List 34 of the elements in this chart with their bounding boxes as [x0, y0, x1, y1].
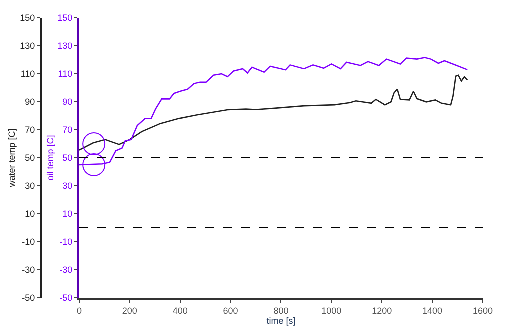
x-axis-title: time [s]	[266, 316, 296, 326]
x-tick-label: 600	[223, 306, 238, 316]
y2-tick-label: 70	[62, 125, 73, 136]
y2-tick-label: 130	[58, 41, 73, 52]
y-tick-label: -30	[22, 265, 36, 276]
y-tick-label: 70	[25, 125, 36, 136]
x-tick-label: 1600	[472, 306, 494, 316]
y-tick-label: -50	[22, 293, 36, 304]
y-tick-label: 30	[25, 181, 36, 192]
y-tick-label: 90	[25, 97, 36, 108]
y2-tick-label: -30	[60, 265, 73, 276]
y2-tick-label: 10	[62, 209, 73, 220]
y-tick-label: 150	[20, 13, 36, 24]
y2-tick-label: 30	[62, 181, 73, 192]
y-axis-title: water temp [C]	[7, 128, 18, 188]
x-tick-label: 200	[122, 306, 138, 316]
y-tick-label: 110	[20, 69, 36, 80]
y-tick-label: 130	[20, 41, 36, 52]
y-tick-label: -10	[22, 237, 36, 248]
y2-tick-label: 110	[58, 69, 73, 80]
y2-tick-label: 150	[58, 13, 73, 24]
y-tick-label: 50	[25, 153, 36, 164]
y2-tick-label: -10	[60, 237, 73, 248]
x-tick-label: 1000	[322, 306, 342, 316]
y-tick-label: 10	[25, 209, 36, 220]
x-tick-label: 400	[172, 306, 188, 316]
y2-tick-label: -50	[60, 293, 73, 304]
x-tick-label: 1400	[422, 306, 443, 316]
x-tick-label: 800	[274, 306, 289, 316]
y2-axis-title: oil temp [C]	[45, 135, 56, 181]
y2-tick-label: 50	[62, 153, 73, 164]
x-tick-label: 1200	[372, 306, 392, 316]
y2-tick-label: 90	[62, 97, 73, 108]
x-tick-label: 0	[76, 306, 82, 316]
